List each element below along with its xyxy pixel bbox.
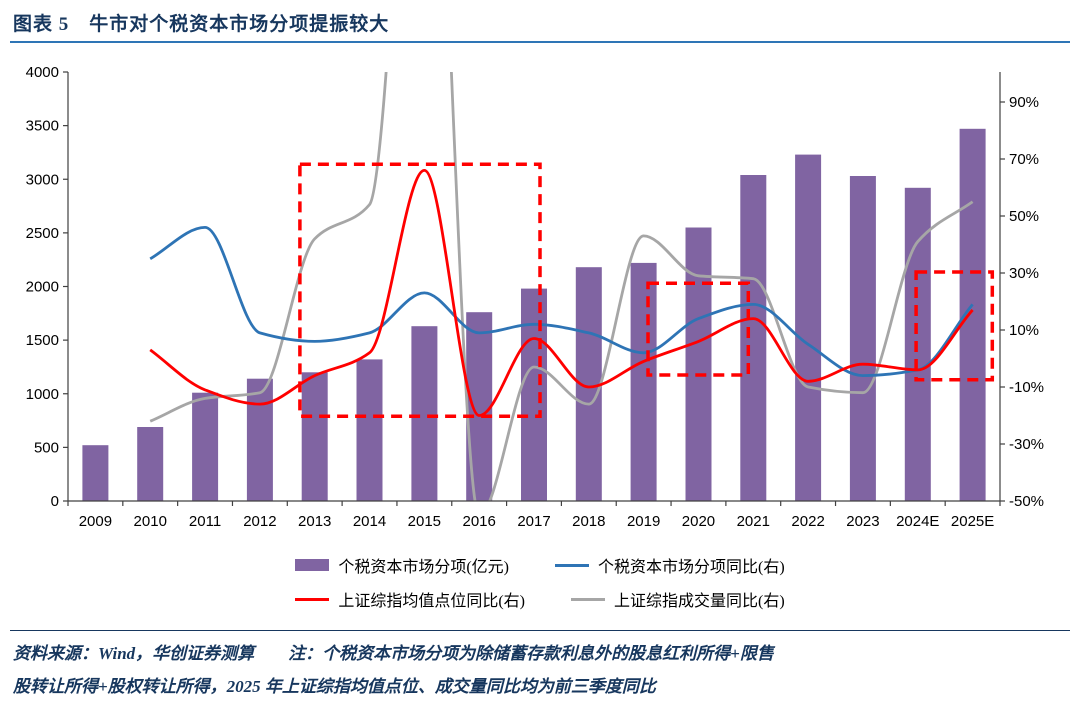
x-axis-label-2015: 2015	[408, 513, 441, 530]
legend: 个税资本市场分项(亿元) 个税资本市场分项同比(右) 上证综指均值点位同比(右)…	[0, 550, 1080, 614]
figure-title: 图表 5 牛市对个税资本市场分项提振较大	[13, 14, 390, 35]
x-axis-label-2009: 2009	[79, 513, 112, 530]
source-note-line1: 资料来源：Wind，华创证券测算 注：个税资本市场分项为除储蓄存款利息外的股息红…	[13, 644, 774, 663]
x-axis-label-2025E: 2025E	[951, 513, 994, 530]
left-axis-label: 2500	[26, 225, 59, 242]
x-axis-label-2017: 2017	[517, 513, 550, 530]
left-axis-label: 1000	[26, 386, 59, 403]
title-underline-rule	[10, 41, 1070, 43]
legend-row-1: 个税资本市场分项(亿元) 个税资本市场分项同比(右)	[0, 550, 1080, 580]
blue-line-swatch	[555, 563, 589, 567]
x-axis-label-2012: 2012	[243, 513, 276, 530]
highlight-box-1	[298, 162, 542, 418]
combo-chart: 0 500 1000 1500 2000 2500 3000 3500 4000 -50% -30%…	[26, 64, 1044, 530]
legend-row-2: 上证综指均值点位同比(右) 上证综指成交量同比(右)	[0, 584, 1080, 614]
bar-2016	[466, 312, 493, 501]
bar-swatch	[295, 559, 330, 571]
legend-label: 上证综指成交量同比(右)	[614, 593, 785, 610]
x-axis-label-2010: 2010	[134, 513, 167, 530]
right-axis-label: 70%	[1009, 151, 1039, 168]
bar-2019	[630, 262, 657, 501]
x-axis-label-2014: 2014	[353, 513, 386, 530]
bar-2012	[246, 378, 273, 501]
x-axis-label-2013: 2013	[298, 513, 331, 530]
bars-group	[82, 128, 986, 502]
bar-2017	[521, 288, 547, 501]
left-axis-label: 0	[51, 493, 59, 510]
legend-item-red-line-series: 上证综指均值点位同比(右)	[295, 587, 525, 611]
bar-2009	[82, 445, 109, 501]
source-note-line2: 股转让所得+股权转让所得，2025 年上证综指均值点位、成交量同比均为前三季度同…	[13, 677, 656, 696]
right-axis-label: 50%	[1009, 208, 1039, 225]
bar-2020	[685, 227, 712, 501]
bar-2010	[137, 427, 164, 501]
left-axis-label: 4000	[26, 64, 59, 81]
legend-item-bar-series: 个税资本市场分项(亿元)	[295, 553, 509, 577]
highlight-box-3	[914, 270, 995, 382]
bar-2022	[795, 154, 822, 501]
x-axis-label-2011: 2011	[189, 513, 221, 530]
right-axis-label: 30%	[1009, 265, 1039, 282]
right-axis-label: -50%	[1009, 493, 1044, 510]
bar-2011	[192, 392, 219, 501]
left-axis-label: 2000	[26, 279, 59, 296]
highlight-box-2	[646, 281, 751, 377]
legend-label: 个税资本市场分项(亿元)	[338, 559, 509, 576]
bar-2015	[411, 326, 438, 501]
x-axis-label-2018: 2018	[572, 513, 605, 530]
x-axis-label-2016: 2016	[462, 513, 495, 530]
legend-label: 个税资本市场分项同比(右)	[598, 559, 785, 576]
legend-label: 上证综指均值点位同比(右)	[338, 593, 525, 610]
bar-2013	[301, 372, 328, 501]
line-series-3	[149, 72, 974, 501]
left-axis-label: 3500	[26, 118, 59, 135]
bar-2021	[740, 175, 767, 501]
footer-rule	[10, 630, 1070, 631]
gray-line-swatch	[571, 597, 605, 601]
right-axis-label: 10%	[1009, 322, 1039, 339]
left-axis-label: 500	[34, 439, 59, 456]
x-axis-label-2024E: 2024E	[896, 513, 939, 530]
x-axis-label-2020: 2020	[682, 513, 715, 530]
left-axis-label: 3000	[26, 171, 59, 188]
legend-item-gray-line-series: 上证综指成交量同比(右)	[571, 587, 785, 611]
left-axis-label: 1500	[26, 332, 59, 349]
bar-2014	[356, 359, 383, 501]
right-axis-label: 90%	[1009, 94, 1039, 111]
right-axis-label: -10%	[1009, 379, 1044, 396]
red-line-swatch	[295, 597, 330, 601]
bar-2023	[849, 176, 876, 501]
x-axis-label-2023: 2023	[846, 513, 879, 530]
line-series-2	[149, 168, 974, 417]
axes-group: 0 500 1000 1500 2000 2500 3000 3500 4000 -50% -30%…	[26, 64, 1044, 530]
source-note: 资料来源：Wind，华创证券测算 注：个税资本市场分项为除储蓄存款利息外的股息红…	[13, 637, 1069, 703]
right-axis-label: -30%	[1009, 436, 1044, 453]
x-axis-label-2019: 2019	[627, 513, 660, 530]
line-series-1	[149, 225, 974, 378]
legend-item-blue-line-series: 个税资本市场分项同比(右)	[555, 553, 785, 577]
x-axis-label-2022: 2022	[791, 513, 824, 530]
x-axis-label-2021: 2021	[737, 513, 770, 530]
